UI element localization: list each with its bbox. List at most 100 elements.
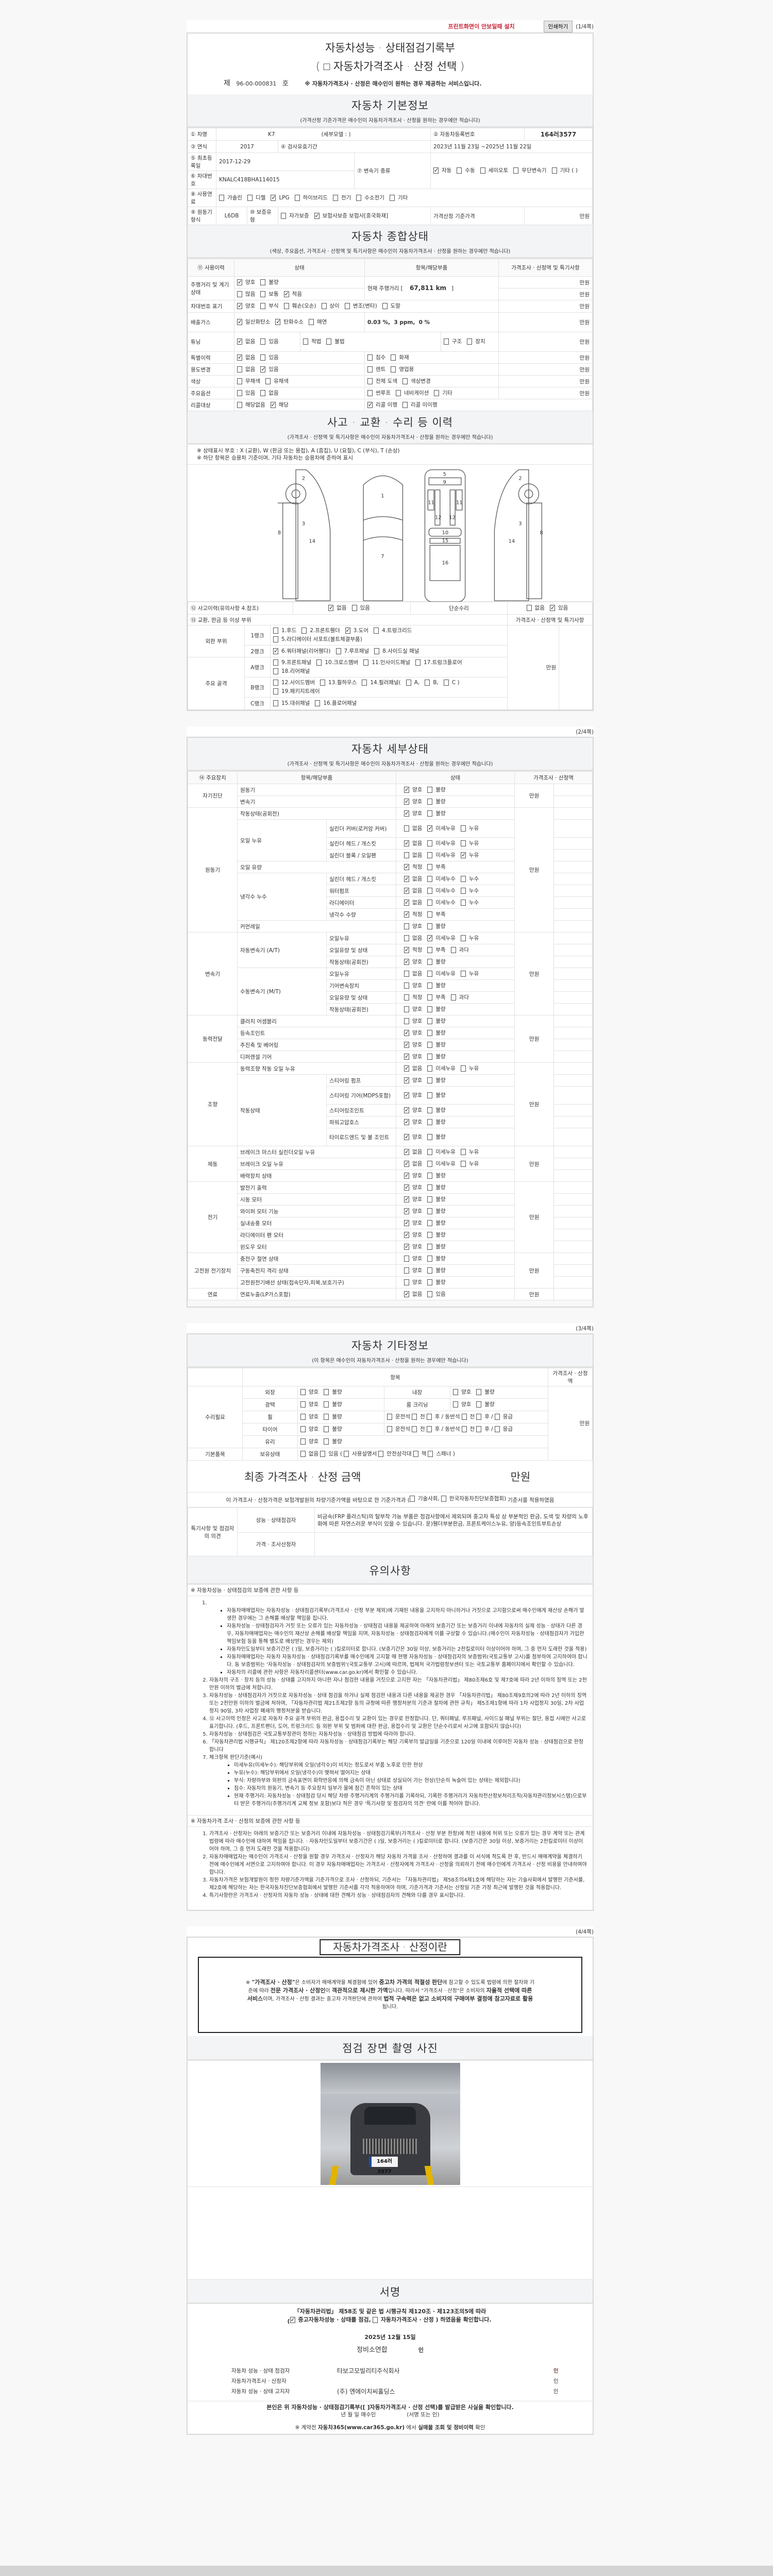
checked-box-icon[interactable] xyxy=(404,946,409,954)
checked-box-icon[interactable] xyxy=(404,1195,409,1204)
checked-box-icon[interactable] xyxy=(404,1076,409,1084)
checkbox-icon[interactable] xyxy=(453,1389,458,1395)
checked-box-icon[interactable] xyxy=(260,365,266,374)
checkbox-icon[interactable] xyxy=(526,605,532,611)
checkbox-option[interactable]: 누유 xyxy=(460,851,479,859)
checkbox-icon[interactable] xyxy=(404,994,409,1001)
checkbox-icon[interactable] xyxy=(273,668,278,674)
checkbox-icon[interactable] xyxy=(367,378,373,384)
checkbox-icon[interactable] xyxy=(551,167,557,174)
checkbox-option[interactable]: 해당없음 xyxy=(237,401,265,409)
checkbox-option[interactable]: 장치 xyxy=(467,337,485,346)
checkbox-icon[interactable] xyxy=(372,2317,378,2323)
checked-box-icon[interactable] xyxy=(275,318,281,326)
checkbox-option[interactable]: 불량 xyxy=(427,1278,446,1286)
checkbox-option[interactable]: 네비게이션 xyxy=(395,389,429,397)
checked-box-icon[interactable] xyxy=(404,875,409,883)
checkbox-option[interactable]: 13.휠하우스 xyxy=(320,679,357,687)
checkbox-icon[interactable] xyxy=(273,628,278,634)
checkbox-option[interactable]: 리콜 이행 xyxy=(367,401,397,409)
checked-box-icon[interactable] xyxy=(404,1207,409,1215)
checkbox-icon[interactable] xyxy=(444,338,449,345)
checkbox-option[interactable]: 양호 xyxy=(404,1207,422,1215)
checkbox-icon[interactable] xyxy=(260,338,266,345)
checkbox-option[interactable]: 변조(변타) xyxy=(344,302,377,310)
checkbox-icon[interactable] xyxy=(427,1160,433,1167)
checked-box-icon[interactable] xyxy=(237,278,242,286)
checkbox-option[interactable]: 없음 xyxy=(300,1450,318,1458)
checkbox-icon[interactable] xyxy=(300,1401,306,1408)
checkbox-icon[interactable] xyxy=(427,887,433,894)
checkbox-icon[interactable] xyxy=(460,840,466,846)
checkbox-option[interactable]: 보험사보증 보험사[흥국화재] xyxy=(314,212,388,220)
checkbox-icon[interactable] xyxy=(427,1041,433,1048)
checkbox-option[interactable]: 있음 xyxy=(427,1290,446,1298)
checkbox-icon[interactable] xyxy=(450,994,456,1001)
checkbox-option[interactable]: 양호 xyxy=(404,1053,422,1061)
checkbox-option[interactable]: 양호 xyxy=(453,1400,471,1409)
checkbox-option[interactable]: 불량 xyxy=(427,1219,446,1227)
checkbox-icon[interactable] xyxy=(476,1414,482,1420)
checkbox-option[interactable]: 7.루프패널 xyxy=(335,647,369,655)
checkbox-option[interactable]: 없음 xyxy=(404,970,422,978)
checkbox-option[interactable]: 중고자동차성능 · 상태를 점검, xyxy=(290,2316,371,2324)
checkbox-icon[interactable] xyxy=(411,1426,417,1432)
checkbox-option[interactable]: 있음 xyxy=(260,337,279,346)
checked-box-icon[interactable] xyxy=(237,353,242,362)
checked-box-icon[interactable] xyxy=(427,824,433,833)
checkbox-icon[interactable] xyxy=(402,378,408,384)
checkbox-option[interactable]: 운전석 xyxy=(387,1413,410,1421)
checkbox-option[interactable]: 양호 xyxy=(404,1255,422,1263)
checkbox-icon[interactable] xyxy=(426,1414,432,1420)
checked-box-icon[interactable] xyxy=(273,647,278,655)
checkbox-icon[interactable] xyxy=(409,1496,415,1502)
checkbox-option[interactable]: 3.도어 xyxy=(345,626,368,635)
checkbox-option[interactable]: 스패너 ) xyxy=(428,1450,455,1458)
checkbox-icon[interactable] xyxy=(324,1438,329,1445)
checkbox-option[interactable]: 없음 xyxy=(237,365,255,374)
checkbox-option[interactable]: 양호 xyxy=(404,786,422,794)
checkbox-icon[interactable] xyxy=(363,659,369,666)
checkbox-icon[interactable] xyxy=(427,1255,433,1262)
checkbox-option[interactable]: 많음 xyxy=(237,290,255,298)
checkbox-option[interactable]: 자동 xyxy=(433,166,451,175)
checkbox-icon[interactable] xyxy=(367,366,373,372)
checkbox-option[interactable]: 적법 xyxy=(303,337,321,346)
checkbox-icon[interactable] xyxy=(427,1053,433,1060)
checkbox-icon[interactable] xyxy=(404,935,409,941)
checkbox-option[interactable]: 무단변속기 xyxy=(513,166,547,175)
checkbox-option[interactable]: 양호 xyxy=(300,1413,318,1421)
checkbox-option[interactable]: 누유 xyxy=(460,824,479,833)
checkbox-icon[interactable] xyxy=(237,378,242,384)
checkbox-option[interactable]: 없음 xyxy=(404,1160,422,1168)
checkbox-icon[interactable] xyxy=(460,825,466,832)
checkbox-option[interactable]: 세미오토 xyxy=(480,166,508,175)
checkbox-icon[interactable] xyxy=(413,1451,418,1457)
checkbox-option[interactable]: 양호 xyxy=(404,1231,422,1239)
checkbox-option[interactable]: 사용설명서 xyxy=(344,1450,377,1458)
checkbox-option[interactable]: 누유 xyxy=(460,1148,479,1156)
checkbox-option[interactable]: 누유 xyxy=(460,839,479,848)
checkbox-option[interactable]: 썬루프 xyxy=(367,389,391,397)
checkbox-option[interactable]: 전체 도색 xyxy=(367,377,397,385)
checkbox-option[interactable]: 불량 xyxy=(476,1388,495,1396)
checkbox-icon[interactable] xyxy=(300,1414,306,1420)
checkbox-icon[interactable] xyxy=(404,825,409,832)
checkbox-option[interactable]: 해당 xyxy=(270,401,289,409)
checkbox-icon[interactable] xyxy=(273,636,278,642)
checkbox-option[interactable]: 불량 xyxy=(427,1029,446,1037)
print-button[interactable]: 인쇄하기 xyxy=(543,20,573,32)
checkbox-option[interactable]: 불량 xyxy=(260,278,279,286)
checkbox-option[interactable]: 양호 xyxy=(404,809,422,818)
checkbox-option[interactable]: 적음 xyxy=(283,290,302,298)
checkbox-icon[interactable] xyxy=(476,1389,482,1395)
checked-box-icon[interactable] xyxy=(404,809,409,818)
checkbox-icon[interactable] xyxy=(467,338,473,345)
checkbox-option[interactable]: 리콜 미이행 xyxy=(402,401,438,409)
checkbox-icon[interactable] xyxy=(300,1451,306,1457)
checkbox-option[interactable]: 응급 xyxy=(494,1413,513,1421)
checkbox-icon[interactable] xyxy=(315,700,321,706)
checked-box-icon[interactable] xyxy=(404,1053,409,1061)
checkbox-option[interactable]: 불량 xyxy=(427,786,446,794)
checkbox-icon[interactable] xyxy=(301,628,307,634)
